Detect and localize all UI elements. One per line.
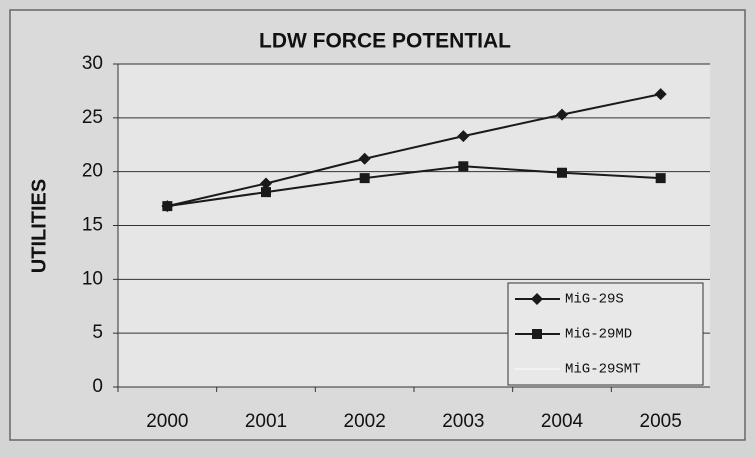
x-tick-label: 2002 — [344, 411, 386, 432]
y-tick-label: 10 — [82, 268, 103, 289]
square-marker — [359, 173, 370, 184]
legend-label: MiG-29MD — [565, 327, 632, 343]
diamond-marker — [457, 130, 470, 143]
series-line — [167, 165, 661, 208]
chart-title: LDW FORCE POTENTIAL — [259, 30, 511, 53]
diamond-marker — [358, 152, 371, 165]
y-tick-label: 5 — [92, 322, 103, 343]
legend-label: MiG-29S — [565, 292, 624, 308]
x-tick-label: 2001 — [245, 411, 287, 432]
series-line — [167, 93, 661, 208]
square-marker — [532, 329, 542, 339]
x-tick-label: 2000 — [146, 411, 188, 432]
y-tick-label: 30 — [82, 53, 103, 74]
diamond-marker — [260, 177, 272, 190]
diamond-marker — [556, 108, 568, 121]
y-axis-label: UTILITIES — [28, 179, 50, 273]
square-marker — [261, 187, 271, 198]
y-tick-label: 0 — [92, 376, 103, 397]
y-tick-label: 15 — [82, 215, 103, 236]
y-tick-label: 25 — [82, 107, 103, 128]
square-marker — [458, 161, 469, 172]
square-marker — [655, 173, 666, 184]
x-tick-label: 2005 — [640, 411, 682, 432]
square-marker — [557, 167, 567, 178]
x-tick-label: 2004 — [541, 411, 584, 432]
square-marker — [162, 201, 173, 212]
legend-label: MiG-29SMT — [565, 362, 641, 378]
diamond-marker — [654, 88, 667, 101]
x-tick-label: 2003 — [442, 411, 484, 432]
y-tick-label: 20 — [82, 161, 103, 182]
diamond-marker — [531, 293, 543, 305]
